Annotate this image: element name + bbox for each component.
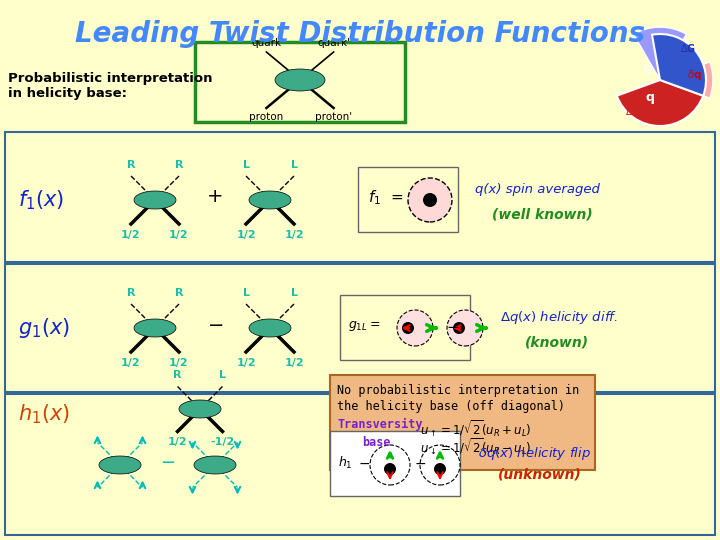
Text: R: R xyxy=(127,160,135,170)
Text: $u_\uparrow = 1/\sqrt{2}(u_R + u_L)$: $u_\uparrow = 1/\sqrt{2}(u_R + u_L)$ xyxy=(420,418,531,439)
Text: +: + xyxy=(207,186,223,206)
Text: the helicity base (off diagonal): the helicity base (off diagonal) xyxy=(337,400,565,413)
Circle shape xyxy=(453,322,465,334)
Text: $\Delta$q: $\Delta$q xyxy=(625,105,639,119)
Text: $\Delta$G: $\Delta$G xyxy=(680,42,696,54)
Text: (unknown): (unknown) xyxy=(498,468,582,482)
Circle shape xyxy=(384,463,396,475)
Text: quark': quark' xyxy=(317,38,350,48)
Text: 1/2: 1/2 xyxy=(169,230,189,240)
Text: No probabilistic interpretation in: No probabilistic interpretation in xyxy=(337,384,580,397)
Wedge shape xyxy=(634,27,686,80)
Text: L: L xyxy=(243,288,250,298)
Text: Probabilistic interpretation
in helicity base:: Probabilistic interpretation in helicity… xyxy=(8,72,212,100)
Text: Transversity: Transversity xyxy=(337,418,423,431)
Text: 1/2: 1/2 xyxy=(284,230,304,240)
Wedge shape xyxy=(660,62,713,98)
Text: $u_\downarrow = 1/\sqrt{2}(u_R - u_L)$: $u_\downarrow = 1/\sqrt{2}(u_R - u_L)$ xyxy=(420,436,531,457)
Text: q(x) spin averaged: q(x) spin averaged xyxy=(475,184,600,197)
Ellipse shape xyxy=(134,191,176,209)
Text: $-$: $-$ xyxy=(414,456,426,470)
Text: R: R xyxy=(175,160,184,170)
Circle shape xyxy=(447,310,483,346)
Text: 1/2: 1/2 xyxy=(121,358,141,368)
Text: $-$: $-$ xyxy=(207,314,223,334)
Text: R: R xyxy=(127,288,135,298)
Bar xyxy=(330,431,460,496)
Text: G: G xyxy=(644,65,652,75)
Text: quark: quark xyxy=(251,38,282,48)
Wedge shape xyxy=(660,40,706,80)
Circle shape xyxy=(370,445,410,485)
Bar xyxy=(358,167,458,232)
Text: $\delta$q: $\delta$q xyxy=(686,68,701,82)
Text: 1/2: 1/2 xyxy=(236,358,256,368)
Text: proton: proton xyxy=(249,112,284,122)
Text: (well known): (well known) xyxy=(492,207,593,221)
Bar xyxy=(340,295,470,360)
Bar xyxy=(5,394,715,535)
Text: 1/2: 1/2 xyxy=(169,358,189,368)
Ellipse shape xyxy=(134,319,176,337)
Bar xyxy=(330,375,595,470)
Circle shape xyxy=(420,445,460,485)
Text: Leading Twist Distribution Functions: Leading Twist Distribution Functions xyxy=(75,20,645,48)
Ellipse shape xyxy=(275,69,325,91)
Text: 1/2: 1/2 xyxy=(121,230,141,240)
Circle shape xyxy=(423,193,437,207)
Bar xyxy=(195,42,405,122)
Text: $-$: $-$ xyxy=(446,319,459,334)
Text: q: q xyxy=(646,91,654,105)
Bar xyxy=(5,264,715,392)
Text: $\Delta q(x)$ helicity diff.: $\Delta q(x)$ helicity diff. xyxy=(500,309,618,327)
Bar xyxy=(5,132,715,262)
Circle shape xyxy=(408,178,452,222)
Circle shape xyxy=(402,322,414,334)
Ellipse shape xyxy=(249,191,291,209)
Text: L: L xyxy=(219,370,226,381)
Text: $\delta q(x)$ helicity flip: $\delta q(x)$ helicity flip xyxy=(478,444,591,462)
Text: -1/2: -1/2 xyxy=(210,437,235,448)
Text: proton': proton' xyxy=(315,112,352,122)
Ellipse shape xyxy=(194,456,236,474)
Text: $h_1(x)$: $h_1(x)$ xyxy=(18,402,70,426)
Text: L: L xyxy=(243,160,250,170)
Text: 1/2: 1/2 xyxy=(284,358,304,368)
Text: $-$: $-$ xyxy=(161,452,176,470)
Text: $-$: $-$ xyxy=(358,456,370,470)
Text: L: L xyxy=(290,160,297,170)
Wedge shape xyxy=(652,34,706,96)
Text: (known): (known) xyxy=(525,335,589,349)
Text: 1/2: 1/2 xyxy=(168,437,187,448)
Text: $h_1$: $h_1$ xyxy=(338,455,353,471)
Text: R: R xyxy=(174,370,181,381)
Text: 1/2: 1/2 xyxy=(236,230,256,240)
Ellipse shape xyxy=(249,319,291,337)
Text: $g_{1L}=$: $g_{1L}=$ xyxy=(348,319,380,333)
Wedge shape xyxy=(617,80,703,126)
Circle shape xyxy=(397,310,433,346)
Circle shape xyxy=(434,463,446,475)
Text: $g_1(x)$: $g_1(x)$ xyxy=(18,316,70,340)
Text: $f_1$  =: $f_1$ = xyxy=(368,188,403,207)
Text: $f_1(x)$: $f_1(x)$ xyxy=(18,188,64,212)
Ellipse shape xyxy=(179,400,221,418)
Text: L: L xyxy=(290,288,297,298)
Ellipse shape xyxy=(99,456,141,474)
Text: base: base xyxy=(362,436,390,449)
Text: R: R xyxy=(175,288,184,298)
